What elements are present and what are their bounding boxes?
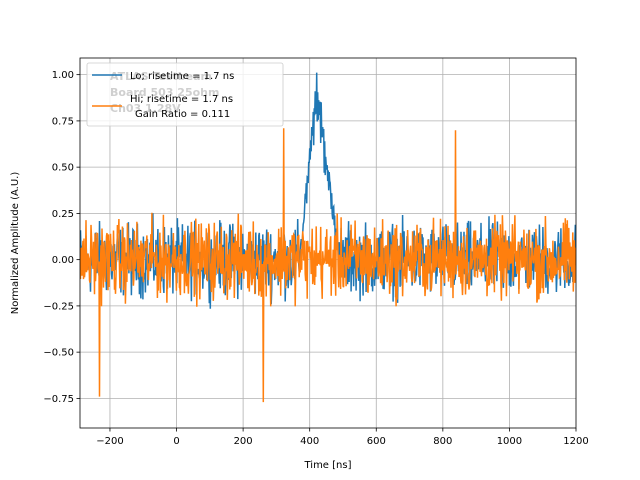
y-tick-label: 1.00	[52, 70, 74, 81]
gain-ratio-annotation: Gain Ratio = 0.111	[135, 109, 230, 120]
legend-label-hi: Hi; risetime = 1.7 ns	[130, 94, 233, 105]
x-tick-label: 1000	[497, 436, 522, 447]
x-tick-label: 1200	[563, 436, 588, 447]
x-tick-label: 400	[300, 436, 319, 447]
watermark-line: ATLAS Testbeam	[110, 70, 212, 83]
watermark-line: Ch03 1.28V	[110, 102, 181, 115]
x-axis: −200 0 200 400 600 800 1000 1200	[96, 428, 589, 447]
x-tick-label: 200	[234, 436, 253, 447]
x-tick-label: 800	[433, 436, 452, 447]
x-axis-label: Time [ns]	[303, 460, 351, 471]
y-tick-label: −0.50	[43, 348, 74, 359]
y-tick-label: 0.75	[52, 116, 74, 127]
y-tick-label: 0.25	[52, 209, 74, 220]
y-tick-label: −0.25	[43, 301, 74, 312]
legend: ATLAS Testbeam Board 503 25ohm Ch03 1.28…	[86, 62, 284, 127]
y-axis: −0.75 −0.50 −0.25 0.00 0.25 0.50 0.75 1.00	[43, 70, 80, 405]
y-tick-label: 0.00	[52, 255, 74, 266]
legend-box	[86, 62, 284, 127]
watermark: ATLAS Testbeam Board 503 25ohm Ch03 1.28…	[110, 70, 219, 115]
x-tick-label: 600	[367, 436, 386, 447]
watermark-line: Board 503 25ohm	[110, 86, 219, 99]
plot-area	[80, 72, 576, 403]
y-axis-label: Normalized Amplitude (A.U.)	[10, 172, 21, 315]
x-tick-label: −200	[96, 436, 123, 447]
plot-frame	[79, 57, 577, 429]
series-hi-line	[80, 128, 576, 403]
y-tick-label: 0.50	[52, 163, 74, 174]
x-tick-label: 0	[173, 436, 179, 447]
y-tick-label: −0.75	[43, 394, 74, 405]
legend-label-lo: Lo; risetime = 1.7 ns	[130, 71, 234, 82]
